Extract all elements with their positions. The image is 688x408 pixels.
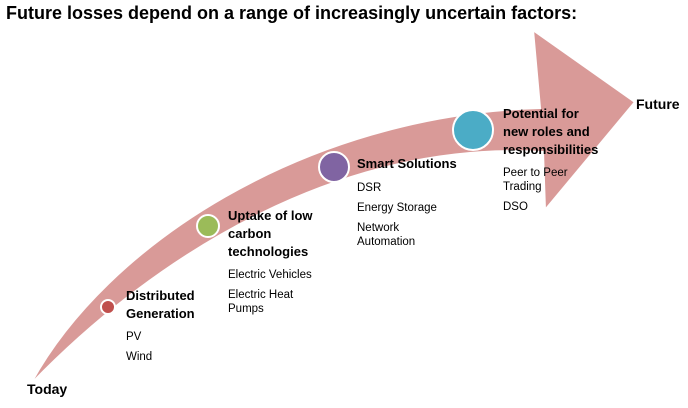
stage-item: Wind <box>126 351 153 363</box>
stage-1-heading: Distributed Generation <box>126 287 195 323</box>
stage-3-heading-line: Smart Solutions <box>357 156 457 171</box>
stage-2-heading-line: technologies <box>228 244 309 259</box>
stage-2-marker <box>196 214 220 238</box>
stage-3-items: DSR Energy Storage Network Automation <box>357 181 445 255</box>
stage-3-marker <box>318 151 350 183</box>
stage-3-heading: Smart Solutions <box>357 155 457 173</box>
stage-item: Electric Heat Pumps <box>228 289 294 315</box>
stage-item: Energy Storage <box>357 202 437 214</box>
stage-4-heading-line: responsibilities <box>503 142 599 157</box>
stage-1-heading-line: Distributed <box>126 288 195 303</box>
stage-item: Electric Vehicles <box>228 269 312 281</box>
stage-2-heading-line: carbon <box>228 226 272 241</box>
stage-4-heading-line: Potential for <box>503 106 579 121</box>
end-label: Future <box>636 96 680 112</box>
start-label: Today <box>27 381 68 397</box>
stage-1-items: PV Wind <box>126 330 216 370</box>
stage-1-heading-line: Generation <box>126 306 195 321</box>
stage-2-heading: Uptake of low carbon technologies <box>228 207 313 261</box>
stage-4-items: Peer to Peer Trading DSO <box>503 166 579 220</box>
stage-4-marker <box>452 109 494 151</box>
stage-item: PV <box>126 331 142 343</box>
stage-markers <box>100 109 494 315</box>
stage-1-marker <box>100 299 116 315</box>
stage-item: Network Automation <box>357 222 416 248</box>
stage-2-heading-line: Uptake of low <box>228 208 313 223</box>
stage-2-items: Electric Vehicles Electric Heat Pumps <box>228 268 320 322</box>
diagram-title: Future losses depend on a range of incre… <box>6 3 578 23</box>
stage-item: DSO <box>503 201 528 213</box>
stage-item: DSR <box>357 182 382 194</box>
stage-4-heading: Potential for new roles and responsibili… <box>503 105 598 159</box>
stage-item: Peer to Peer Trading <box>503 167 568 193</box>
stage-4-heading-line: new roles and <box>503 124 590 139</box>
